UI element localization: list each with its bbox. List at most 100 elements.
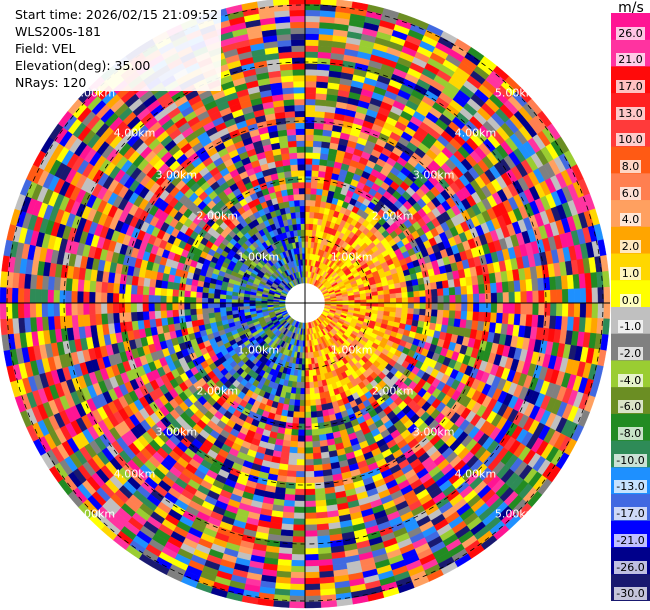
velocity-bin — [304, 146, 314, 153]
velocity-bin — [313, 134, 323, 142]
velocity-bin — [366, 299, 373, 304]
velocity-bin — [441, 280, 450, 289]
velocity-bin — [237, 306, 244, 311]
velocity-bin — [484, 283, 492, 294]
velocity-bin — [304, 86, 317, 94]
velocity-bin — [304, 229, 310, 236]
velocity-bin — [354, 296, 361, 301]
velocity-bin — [297, 441, 306, 448]
velocity-bin — [304, 364, 309, 371]
velocity-bin — [315, 499, 327, 507]
velocity-bin — [304, 589, 321, 597]
velocity-bin — [304, 140, 314, 147]
velocity-bin — [544, 289, 551, 304]
velocity-bin — [166, 295, 173, 304]
velocity-bin — [318, 428, 327, 436]
velocity-bin — [502, 302, 510, 314]
velocity-bin — [461, 294, 468, 304]
velocity-bin — [296, 453, 306, 460]
velocity-bin — [243, 305, 250, 310]
velocity-bin — [231, 298, 238, 304]
velocity-bin — [304, 15, 321, 23]
velocity-bin — [304, 370, 310, 377]
velocity-bin — [407, 308, 415, 315]
velocity-bin — [130, 302, 138, 313]
velocity-bin — [160, 317, 169, 326]
velocity-bin — [304, 187, 312, 195]
velocity-bin — [283, 428, 292, 436]
velocity-bin — [412, 284, 420, 292]
velocity-bin — [309, 393, 316, 401]
velocity-bin — [304, 80, 317, 88]
velocity-bin — [513, 280, 521, 293]
velocity-bin — [317, 57, 331, 65]
velocity-bin — [313, 476, 325, 484]
velocity-bin — [304, 57, 319, 64]
velocity-bin — [311, 434, 320, 442]
velocity-bin — [231, 302, 238, 308]
velocity-bin — [53, 302, 60, 317]
velocity-bin — [280, 523, 294, 531]
velocity-bin — [195, 302, 203, 309]
velocity-bin — [316, 182, 325, 190]
velocity-bins — [0, 0, 611, 609]
velocity-bin — [378, 302, 385, 308]
velocity-bin — [304, 536, 318, 543]
velocity-bin — [283, 433, 292, 442]
velocity-bin — [313, 470, 324, 478]
velocity-bin — [124, 283, 132, 295]
velocity-bin — [304, 223, 310, 230]
velocity-bin — [213, 293, 221, 299]
velocity-bin — [293, 405, 300, 413]
velocity-bin — [507, 313, 515, 326]
velocity-bin — [466, 285, 474, 295]
velocity-bin — [389, 307, 397, 313]
velocity-bin — [304, 506, 317, 514]
velocity-bin — [315, 505, 328, 513]
velocity-bin — [124, 293, 132, 304]
velocity-bin — [94, 302, 102, 315]
velocity-bin — [304, 518, 317, 526]
velocity-bin — [160, 302, 167, 311]
velocity-bin — [47, 289, 54, 304]
velocity-bin — [454, 310, 462, 320]
velocity-bin — [0, 318, 8, 336]
velocity-bin — [297, 435, 306, 442]
velocity-bin — [184, 314, 192, 323]
velocity-bin — [304, 376, 310, 383]
velocity-bin — [294, 488, 306, 496]
velocity-bin — [160, 310, 168, 319]
velocity-bin — [490, 282, 498, 294]
velocity-bin — [304, 554, 319, 561]
velocity-bin — [573, 302, 581, 318]
velocity-bin — [472, 311, 480, 322]
velocity-bin — [407, 291, 415, 298]
velocity-bin — [460, 285, 468, 296]
velocity-bin — [418, 314, 426, 323]
velocity-bin — [76, 290, 84, 304]
velocity-bin — [304, 476, 315, 484]
velocity-bin — [591, 287, 599, 304]
velocity-bin — [183, 296, 191, 304]
velocity-bin — [148, 286, 156, 296]
velocity-bin — [154, 302, 161, 312]
velocity-bin — [472, 302, 480, 313]
velocity-bin — [136, 302, 143, 313]
velocity-bin — [304, 110, 316, 118]
velocity-bin — [395, 297, 403, 304]
velocity-bin — [207, 307, 215, 314]
velocity-bin — [318, 164, 327, 173]
velocity-bin — [293, 506, 306, 514]
velocity-bin — [225, 306, 233, 312]
velocity-bin — [201, 292, 209, 299]
velocity-bin — [315, 404, 323, 412]
velocity-bin — [286, 470, 297, 478]
velocity-bin — [309, 199, 316, 207]
velocity-bin — [304, 435, 313, 442]
velocity-bin — [319, 158, 328, 167]
velocity-bin — [295, 387, 301, 395]
velocity-bin — [82, 291, 90, 304]
velocity-bin — [189, 302, 197, 310]
velocity-bin — [549, 276, 557, 291]
velocity-bin — [430, 281, 438, 290]
